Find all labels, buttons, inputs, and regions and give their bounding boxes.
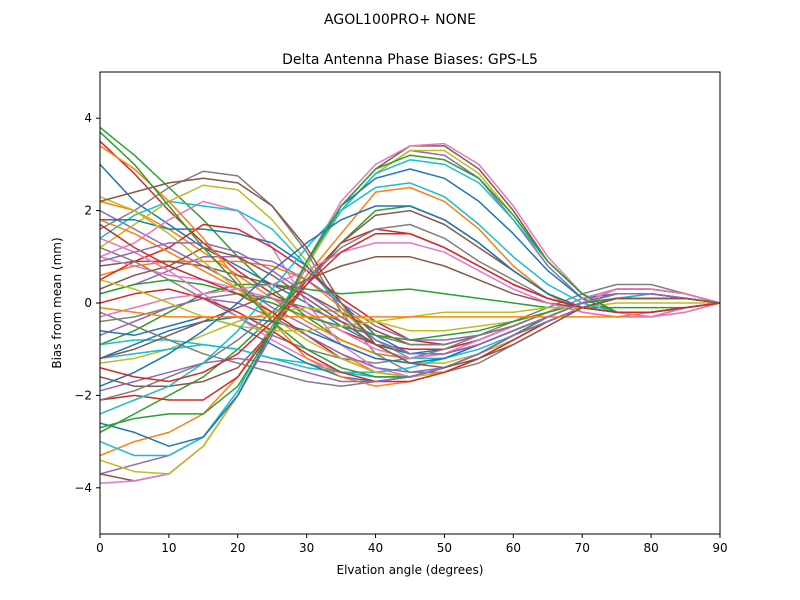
series-layer <box>100 126 720 484</box>
series-line-s55 <box>100 242 720 355</box>
y-tick-label: 2 <box>84 204 92 218</box>
chart-title: Delta Antenna Phase Biases: GPS-L5 <box>282 52 538 68</box>
x-tick-label: 60 <box>506 541 521 555</box>
x-axis-label: Elvation angle (degrees) <box>337 563 484 577</box>
y-tick-label: −2 <box>74 388 92 402</box>
y-tick-label: 0 <box>84 296 92 310</box>
x-tick-label: 90 <box>712 541 727 555</box>
series-line-s54 <box>100 232 720 383</box>
x-tick-label: 30 <box>299 541 314 555</box>
x-tick-label: 0 <box>96 541 104 555</box>
series-line-s52 <box>100 302 720 318</box>
y-axis: −4 −2 0 2 4 <box>74 111 100 495</box>
x-axis: 0 10 20 30 40 50 60 70 80 90 <box>96 534 728 555</box>
x-tick-label: 40 <box>368 541 383 555</box>
y-axis-label: Bias from mean (mm) <box>50 237 64 368</box>
x-tick-label: 10 <box>161 541 176 555</box>
y-tick-label: −4 <box>74 481 92 495</box>
y-tick-label: 4 <box>84 111 92 125</box>
x-tick-label: 50 <box>437 541 452 555</box>
x-tick-label: 80 <box>643 541 658 555</box>
series-line-s56 <box>100 177 720 369</box>
x-tick-label: 20 <box>230 541 245 555</box>
x-tick-label: 70 <box>575 541 590 555</box>
chart-suptitle: AGOL100PRO+ NONE <box>324 12 476 28</box>
